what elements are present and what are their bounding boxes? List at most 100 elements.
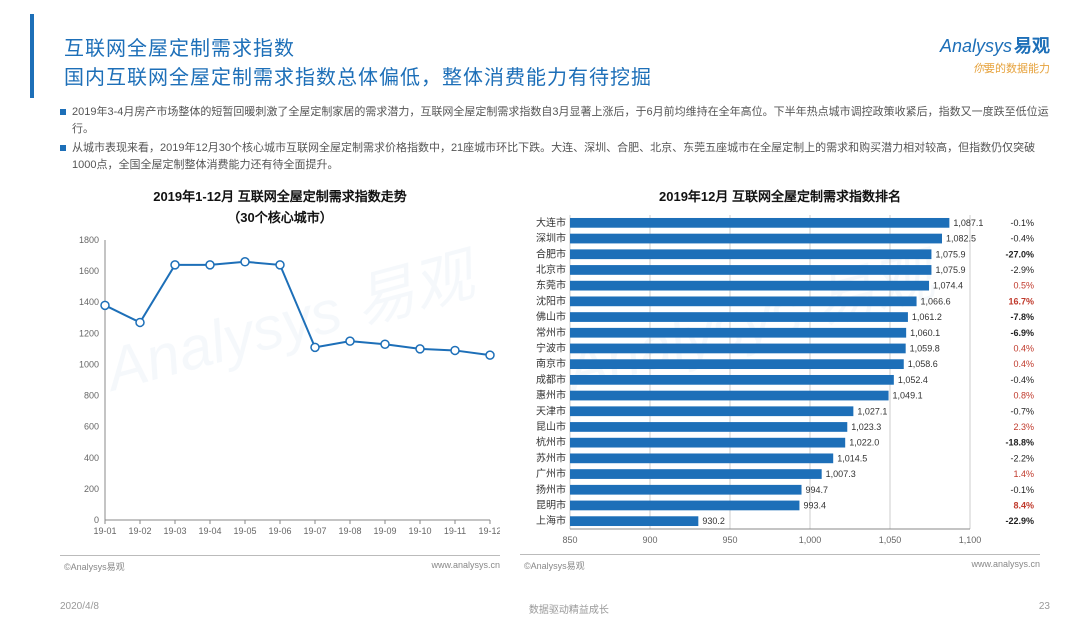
svg-text:1,066.6: 1,066.6 — [921, 297, 951, 307]
svg-text:2.3%: 2.3% — [1013, 422, 1034, 432]
svg-text:1,075.9: 1,075.9 — [935, 265, 965, 275]
svg-text:北京市: 北京市 — [536, 263, 566, 276]
svg-text:1400: 1400 — [79, 297, 99, 307]
svg-text:-0.4%: -0.4% — [1010, 234, 1034, 244]
svg-text:-27.0%: -27.0% — [1005, 249, 1034, 259]
svg-text:大连市: 大连市 — [536, 216, 566, 229]
svg-text:19-07: 19-07 — [303, 526, 326, 536]
svg-text:1,027.1: 1,027.1 — [857, 406, 887, 416]
svg-text:1,014.5: 1,014.5 — [837, 454, 867, 464]
svg-text:1600: 1600 — [79, 266, 99, 276]
source-bar: ©Analysys易观www.analysys.cn — [60, 555, 500, 573]
svg-text:16.7%: 16.7% — [1008, 297, 1034, 307]
svg-text:1.4%: 1.4% — [1013, 469, 1034, 479]
svg-text:1,049.1: 1,049.1 — [893, 391, 923, 401]
svg-text:930.2: 930.2 — [702, 516, 725, 526]
svg-text:1,060.1: 1,060.1 — [910, 328, 940, 338]
svg-text:19-12: 19-12 — [478, 526, 500, 536]
svg-text:19-08: 19-08 — [338, 526, 361, 536]
logo-en: Analysys — [940, 36, 1012, 56]
svg-text:850: 850 — [562, 535, 577, 545]
svg-text:1,050: 1,050 — [879, 535, 902, 545]
svg-text:宁波市: 宁波市 — [536, 342, 566, 355]
svg-text:19-02: 19-02 — [128, 526, 151, 536]
svg-text:1,022.0: 1,022.0 — [849, 438, 879, 448]
svg-text:200: 200 — [84, 484, 99, 494]
svg-text:0: 0 — [94, 515, 99, 525]
svg-text:惠州市: 惠州市 — [536, 389, 566, 402]
svg-text:上海市: 上海市 — [536, 514, 566, 527]
svg-text:-0.1%: -0.1% — [1010, 218, 1034, 228]
svg-text:天津市: 天津市 — [536, 404, 566, 417]
svg-text:-0.1%: -0.1% — [1010, 485, 1034, 495]
svg-text:1,023.3: 1,023.3 — [851, 422, 881, 432]
svg-text:-7.8%: -7.8% — [1010, 312, 1034, 322]
svg-text:1,061.2: 1,061.2 — [912, 312, 942, 322]
svg-text:杭州市: 杭州市 — [536, 436, 566, 449]
line-chart-title: 2019年1-12月 互联网全屋定制需求指数走势 — [60, 186, 500, 205]
svg-text:19-03: 19-03 — [163, 526, 186, 536]
bar-chart: 850 900 950 1,000 1,050 1,100 大连市 1,087.1 -0.1% 深… — [520, 211, 1040, 549]
svg-text:-0.4%: -0.4% — [1010, 375, 1034, 385]
svg-text:19-05: 19-05 — [233, 526, 256, 536]
svg-text:19-04: 19-04 — [198, 526, 221, 536]
svg-text:1000: 1000 — [79, 360, 99, 370]
line-chart-subtitle: （30个核心城市） — [60, 207, 500, 226]
bullet-item: 2019年3-4月房产市场整体的短暂回暖刺激了全屋定制家居的需求潜力，互联网全屋… — [60, 104, 1050, 138]
svg-text:0.5%: 0.5% — [1013, 281, 1034, 291]
page-header: 互联网全屋定制需求指数 国内互联网全屋定制需求指数总体偏低，整体消费能力有待挖掘 — [30, 14, 1080, 98]
svg-text:8.4%: 8.4% — [1013, 501, 1034, 511]
svg-text:19-11: 19-11 — [444, 526, 466, 536]
line-chart-panel: 2019年1-12月 互联网全屋定制需求指数走势 （30个核心城市） 0 200 4… — [60, 186, 500, 573]
svg-text:1,082.5: 1,082.5 — [946, 234, 976, 244]
svg-text:-2.9%: -2.9% — [1010, 265, 1034, 275]
svg-text:19-09: 19-09 — [373, 526, 396, 536]
svg-text:1,007.3: 1,007.3 — [826, 469, 856, 479]
brand-logo: Analysys易观 你要的数据能力 — [940, 32, 1050, 76]
page-title-1: 互联网全屋定制需求指数 — [64, 32, 1050, 61]
svg-text:常州市: 常州市 — [536, 326, 566, 339]
svg-text:-18.8%: -18.8% — [1005, 438, 1034, 448]
svg-text:800: 800 — [84, 391, 99, 401]
footer-center: 数据驱动精益成长 — [529, 601, 609, 616]
svg-text:苏州市: 苏州市 — [536, 452, 566, 465]
svg-text:19-01: 19-01 — [93, 526, 116, 536]
svg-text:1,052.4: 1,052.4 — [898, 375, 928, 385]
svg-text:950: 950 — [722, 535, 737, 545]
svg-text:1,075.9: 1,075.9 — [935, 249, 965, 259]
svg-text:-6.9%: -6.9% — [1010, 328, 1034, 338]
svg-text:昆明市: 昆明市 — [536, 499, 566, 512]
page-footer: 2020/4/8 数据驱动精益成长 23 — [0, 601, 1080, 616]
bar-chart-title: 2019年12月 互联网全屋定制需求指数排名 — [520, 186, 1040, 205]
svg-text:0.8%: 0.8% — [1013, 391, 1034, 401]
svg-text:合肥市: 合肥市 — [536, 247, 566, 260]
svg-text:深圳市: 深圳市 — [536, 232, 566, 245]
bullet-list: 2019年3-4月房产市场整体的短暂回暖刺激了全屋定制家居的需求潜力，互联网全屋… — [0, 98, 1080, 182]
svg-text:-22.9%: -22.9% — [1005, 516, 1034, 526]
source-bar: ©Analysys易观www.analysys.cn — [520, 554, 1040, 572]
svg-text:佛山市: 佛山市 — [536, 310, 566, 323]
footer-page: 23 — [1039, 601, 1050, 616]
svg-text:沈阳市: 沈阳市 — [536, 295, 566, 308]
svg-text:1,000: 1,000 — [799, 535, 822, 545]
svg-text:993.4: 993.4 — [803, 501, 826, 511]
bar-chart-panel: 2019年12月 互联网全屋定制需求指数排名 850 900 950 1,000 1,0… — [520, 186, 1040, 573]
svg-text:东莞市: 东莞市 — [536, 279, 566, 292]
svg-text:-0.7%: -0.7% — [1010, 406, 1034, 416]
svg-text:19-06: 19-06 — [268, 526, 291, 536]
svg-text:成都市: 成都市 — [536, 373, 566, 386]
line-chart: 02004006008001000120014001600180019-0119… — [60, 230, 500, 550]
svg-text:1200: 1200 — [79, 329, 99, 339]
svg-text:1,087.1: 1,087.1 — [953, 218, 983, 228]
svg-text:1,100: 1,100 — [959, 535, 982, 545]
svg-text:扬州市: 扬州市 — [536, 483, 566, 496]
svg-text:900: 900 — [642, 535, 657, 545]
svg-text:994.7: 994.7 — [806, 485, 829, 495]
svg-text:1,058.6: 1,058.6 — [908, 359, 938, 369]
footer-date: 2020/4/8 — [60, 601, 99, 616]
svg-text:0.4%: 0.4% — [1013, 359, 1034, 369]
svg-text:400: 400 — [84, 453, 99, 463]
svg-text:600: 600 — [84, 422, 99, 432]
svg-text:1,074.4: 1,074.4 — [933, 281, 963, 291]
svg-text:昆山市: 昆山市 — [536, 420, 566, 433]
